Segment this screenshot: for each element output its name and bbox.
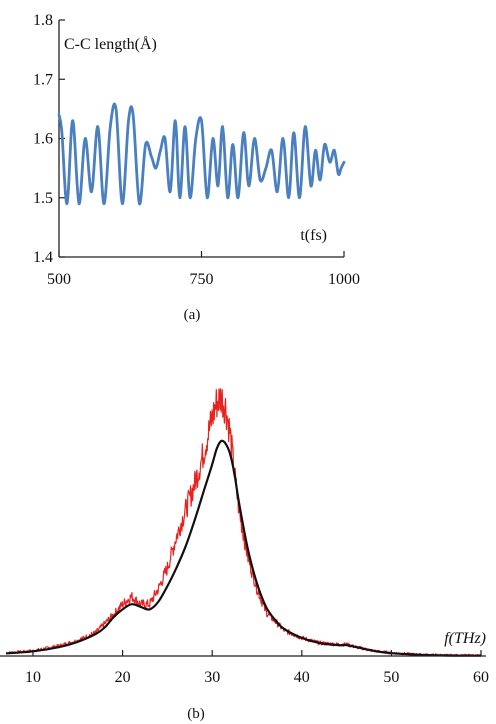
chart-b-x-tick-label: 30 xyxy=(204,669,220,686)
chart-a-x-tick-label: 750 xyxy=(190,271,214,288)
chart-b-smoothed-fit xyxy=(6,439,482,657)
chart-b-x-tick-label: 50 xyxy=(383,669,399,686)
chart-a-x-tick-label: 500 xyxy=(47,271,71,288)
chart-b-x-tick-label: 60 xyxy=(473,669,489,686)
chart-b-caption: (b) xyxy=(187,706,205,722)
chart-a-y-tick-label: 1.8 xyxy=(33,12,53,29)
chart-a-y-tick-label: 1.6 xyxy=(33,131,53,148)
chart-b-x-tick-label: 20 xyxy=(115,669,131,686)
chart-a-x-ticks: 500 750 1000 xyxy=(47,251,360,288)
chart-a-x-annotation: t(fs) xyxy=(300,227,327,244)
chart-a-y-tick-label: 1.4 xyxy=(33,249,53,266)
chart-b-x-tick-label: 40 xyxy=(294,669,310,686)
chart-a-y-annotation: C-C length(Å) xyxy=(64,35,157,53)
chart-b: 10 20 30 40 50 60 f(THz) (b) xyxy=(0,388,489,722)
chart-a-y-ticks: 1.4 1.5 1.6 1.7 1.8 xyxy=(33,12,65,266)
chart-a-y-tick-label: 1.7 xyxy=(33,71,53,88)
chart-b-x-tick-label: 10 xyxy=(25,669,41,686)
chart-b-x-ticks: 10 20 30 40 50 60 xyxy=(25,650,489,686)
chart-b-x-annotation: f(THz) xyxy=(444,630,486,647)
chart-a: 1.4 1.5 1.6 1.7 1.8 500 750 1000 C-C length(Å)… xyxy=(33,12,360,323)
chart-a-caption: (a) xyxy=(184,307,201,323)
chart-a-x-tick-label: 1000 xyxy=(328,271,360,288)
chart-a-y-tick-label: 1.5 xyxy=(33,190,53,207)
chart-a-series-line xyxy=(57,102,346,206)
